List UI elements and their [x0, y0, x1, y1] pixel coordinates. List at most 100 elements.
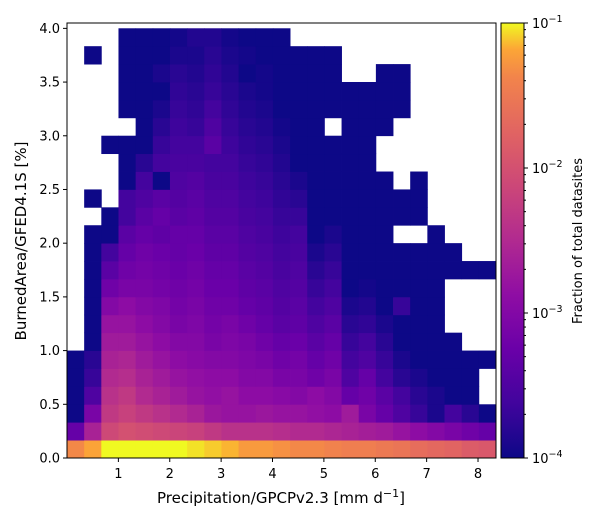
heatmap-cell — [307, 440, 325, 459]
heatmap-cell — [461, 440, 480, 459]
heatmap-cell — [375, 332, 394, 351]
heatmap-cell — [255, 135, 274, 155]
x-tick-label: 5 — [320, 467, 328, 482]
heatmap-cell — [307, 261, 325, 280]
heatmap-cell — [221, 135, 239, 155]
heatmap-cell — [307, 171, 325, 190]
heatmap-cell — [84, 314, 102, 334]
heatmap-cell — [187, 243, 205, 262]
heatmap-cell — [221, 332, 239, 351]
heatmap-cell — [152, 171, 171, 190]
heatmap-cell — [152, 278, 171, 298]
heatmap-cell — [444, 404, 463, 423]
heatmap-cell — [238, 153, 257, 172]
heatmap-cell — [324, 153, 342, 172]
y-tick-label: 1.0 — [39, 344, 60, 359]
heatmap-cell — [221, 404, 239, 423]
heatmap-cell — [101, 225, 119, 244]
heatmap-cell — [118, 440, 137, 459]
heatmap-cell — [187, 225, 205, 244]
heatmap-cell — [272, 332, 291, 351]
heatmap-cell — [393, 386, 411, 405]
heatmap-cell — [187, 64, 205, 83]
heatmap-cell — [152, 28, 171, 47]
heatmap-cell — [393, 368, 411, 387]
heatmap-cell — [307, 386, 325, 405]
heatmap-cell — [255, 296, 274, 316]
heatmap-cell — [135, 28, 154, 47]
heatmap-cell — [410, 189, 428, 208]
heatmap-cell — [358, 117, 377, 137]
y-tick-label: 2.5 — [39, 183, 60, 198]
colorbar — [500, 22, 525, 459]
heatmap-cell — [118, 368, 137, 387]
heatmap-cell — [341, 350, 360, 369]
heatmap-cell — [410, 386, 428, 405]
heatmap-cell — [221, 99, 239, 119]
heatmap-cell — [307, 225, 325, 244]
heatmap-cell — [307, 207, 325, 226]
heatmap-cell — [169, 189, 188, 208]
heatmap-cell — [238, 207, 257, 226]
heatmap-cell — [307, 368, 325, 387]
heatmap-cell — [393, 422, 411, 441]
heatmap-cell — [324, 81, 342, 101]
heatmap-cell — [272, 314, 291, 334]
heatmap-cell — [410, 404, 428, 423]
heatmap-cell — [272, 243, 291, 262]
heatmap-cell — [135, 225, 154, 244]
heatmap-cell — [272, 278, 291, 298]
heatmap-cell — [221, 278, 239, 298]
heatmap-cell — [221, 28, 239, 47]
heatmap-cell — [169, 404, 188, 423]
heatmap-cell — [101, 422, 119, 441]
heatmap-cell — [204, 117, 222, 137]
heatmap-cell — [221, 117, 239, 137]
heatmap-cell — [324, 332, 342, 351]
heatmap-cell — [255, 225, 274, 244]
heatmap-cell — [152, 404, 171, 423]
heatmap-cell — [341, 314, 360, 334]
heatmap-cell — [427, 225, 445, 244]
heatmap-cell — [341, 332, 360, 351]
heatmap-cell — [204, 135, 222, 155]
heatmap-cell — [101, 278, 119, 298]
heatmap-cell — [410, 332, 428, 351]
heatmap-cell — [135, 350, 154, 369]
heatmap-cell — [272, 386, 291, 405]
heatmap-cell — [152, 64, 171, 83]
heatmap-cell — [135, 189, 154, 208]
heatmap-cell — [187, 189, 205, 208]
heatmap-cell — [169, 153, 188, 172]
heatmap-cell — [187, 135, 205, 155]
heatmap-cell — [135, 368, 154, 387]
heatmap-cell — [307, 243, 325, 262]
heatmap-cell — [410, 350, 428, 369]
heatmap-cell — [307, 350, 325, 369]
heatmap-cell — [238, 422, 257, 441]
heatmap-cell — [307, 314, 325, 334]
heatmap-cell — [169, 207, 188, 226]
heatmap-cell — [84, 278, 102, 298]
heatmap-cell — [324, 243, 342, 262]
heatmap-cell — [358, 207, 377, 226]
heatmap-cell — [290, 99, 308, 119]
heatmap-cell — [238, 296, 257, 316]
heatmap-cell — [272, 117, 291, 137]
heatmap-cell — [135, 278, 154, 298]
heatmap-cell — [255, 422, 274, 441]
heatmap-cell — [135, 404, 154, 423]
heatmap-cell — [135, 117, 154, 137]
heatmap-cell — [255, 28, 274, 47]
heatmap-cell — [221, 153, 239, 172]
heatmap-cell — [358, 153, 377, 172]
heatmap-cell — [135, 332, 154, 351]
heatmap-cell — [324, 46, 342, 65]
heatmap-cell — [187, 314, 205, 334]
heatmap-cell — [290, 243, 308, 262]
heatmap-cell — [204, 189, 222, 208]
heatmap-cell — [152, 81, 171, 101]
heatmap-cell — [290, 296, 308, 316]
heatmap-cell — [169, 261, 188, 280]
heatmap-cell — [101, 135, 119, 155]
